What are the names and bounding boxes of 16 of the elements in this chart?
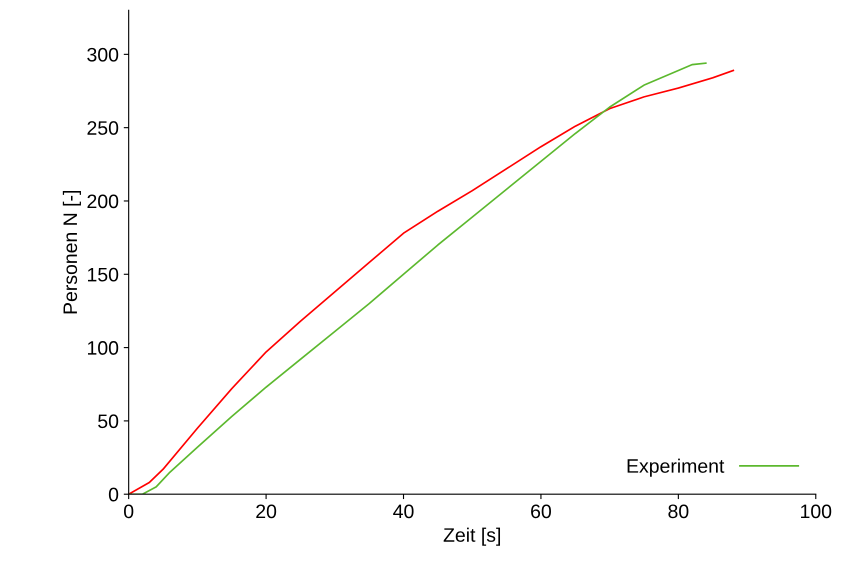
x-tick-label: 60 bbox=[531, 504, 551, 518]
y-axis-title: Personen N [-] bbox=[62, 190, 81, 314]
x-axis-title: Zeit [s] bbox=[444, 528, 500, 546]
y-tick-label: 250 bbox=[87, 121, 118, 135]
legend-label: Experiment bbox=[628, 458, 724, 477]
y-tick-label: 300 bbox=[87, 48, 118, 62]
x-tick-label: 40 bbox=[393, 504, 414, 518]
y-tick-label: 150 bbox=[88, 268, 118, 282]
y-tick-label: 0 bbox=[108, 488, 118, 502]
x-tick-label: 80 bbox=[668, 504, 688, 518]
x-tick-label: 0 bbox=[124, 504, 134, 518]
x-tick-label: 100 bbox=[801, 504, 832, 518]
y-tick-label: 100 bbox=[88, 341, 118, 355]
x-tick-label: 20 bbox=[256, 504, 276, 518]
y-tick-label: 50 bbox=[98, 414, 118, 428]
y-tick-label: 200 bbox=[87, 194, 118, 208]
